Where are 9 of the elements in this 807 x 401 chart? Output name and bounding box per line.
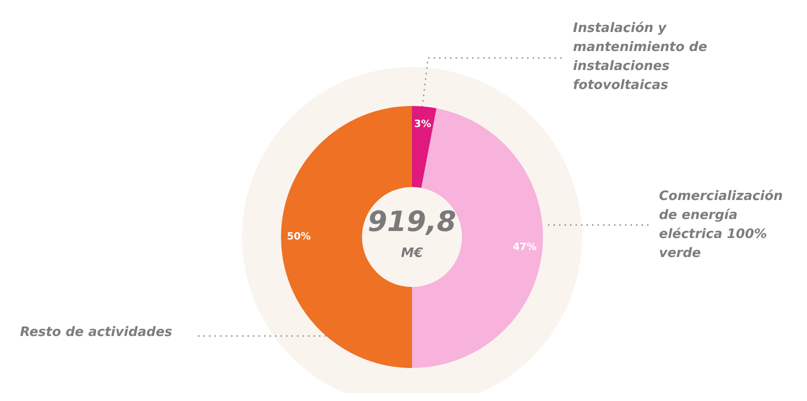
data-label: 3% (414, 118, 432, 130)
slice-label: Resto de actividades (20, 325, 173, 340)
text: M€ (401, 246, 423, 261)
slice-label: Instalación y mantenimiento de instalaciones fotovoltaicas (573, 21, 708, 93)
data-label: 47% (512, 242, 537, 254)
data-label: 50% (286, 232, 311, 242)
slice-label: Comercialización de energía eléctrica 100% verde (659, 189, 783, 261)
donut-slice (412, 106, 437, 188)
text: 919,8 (368, 205, 456, 238)
